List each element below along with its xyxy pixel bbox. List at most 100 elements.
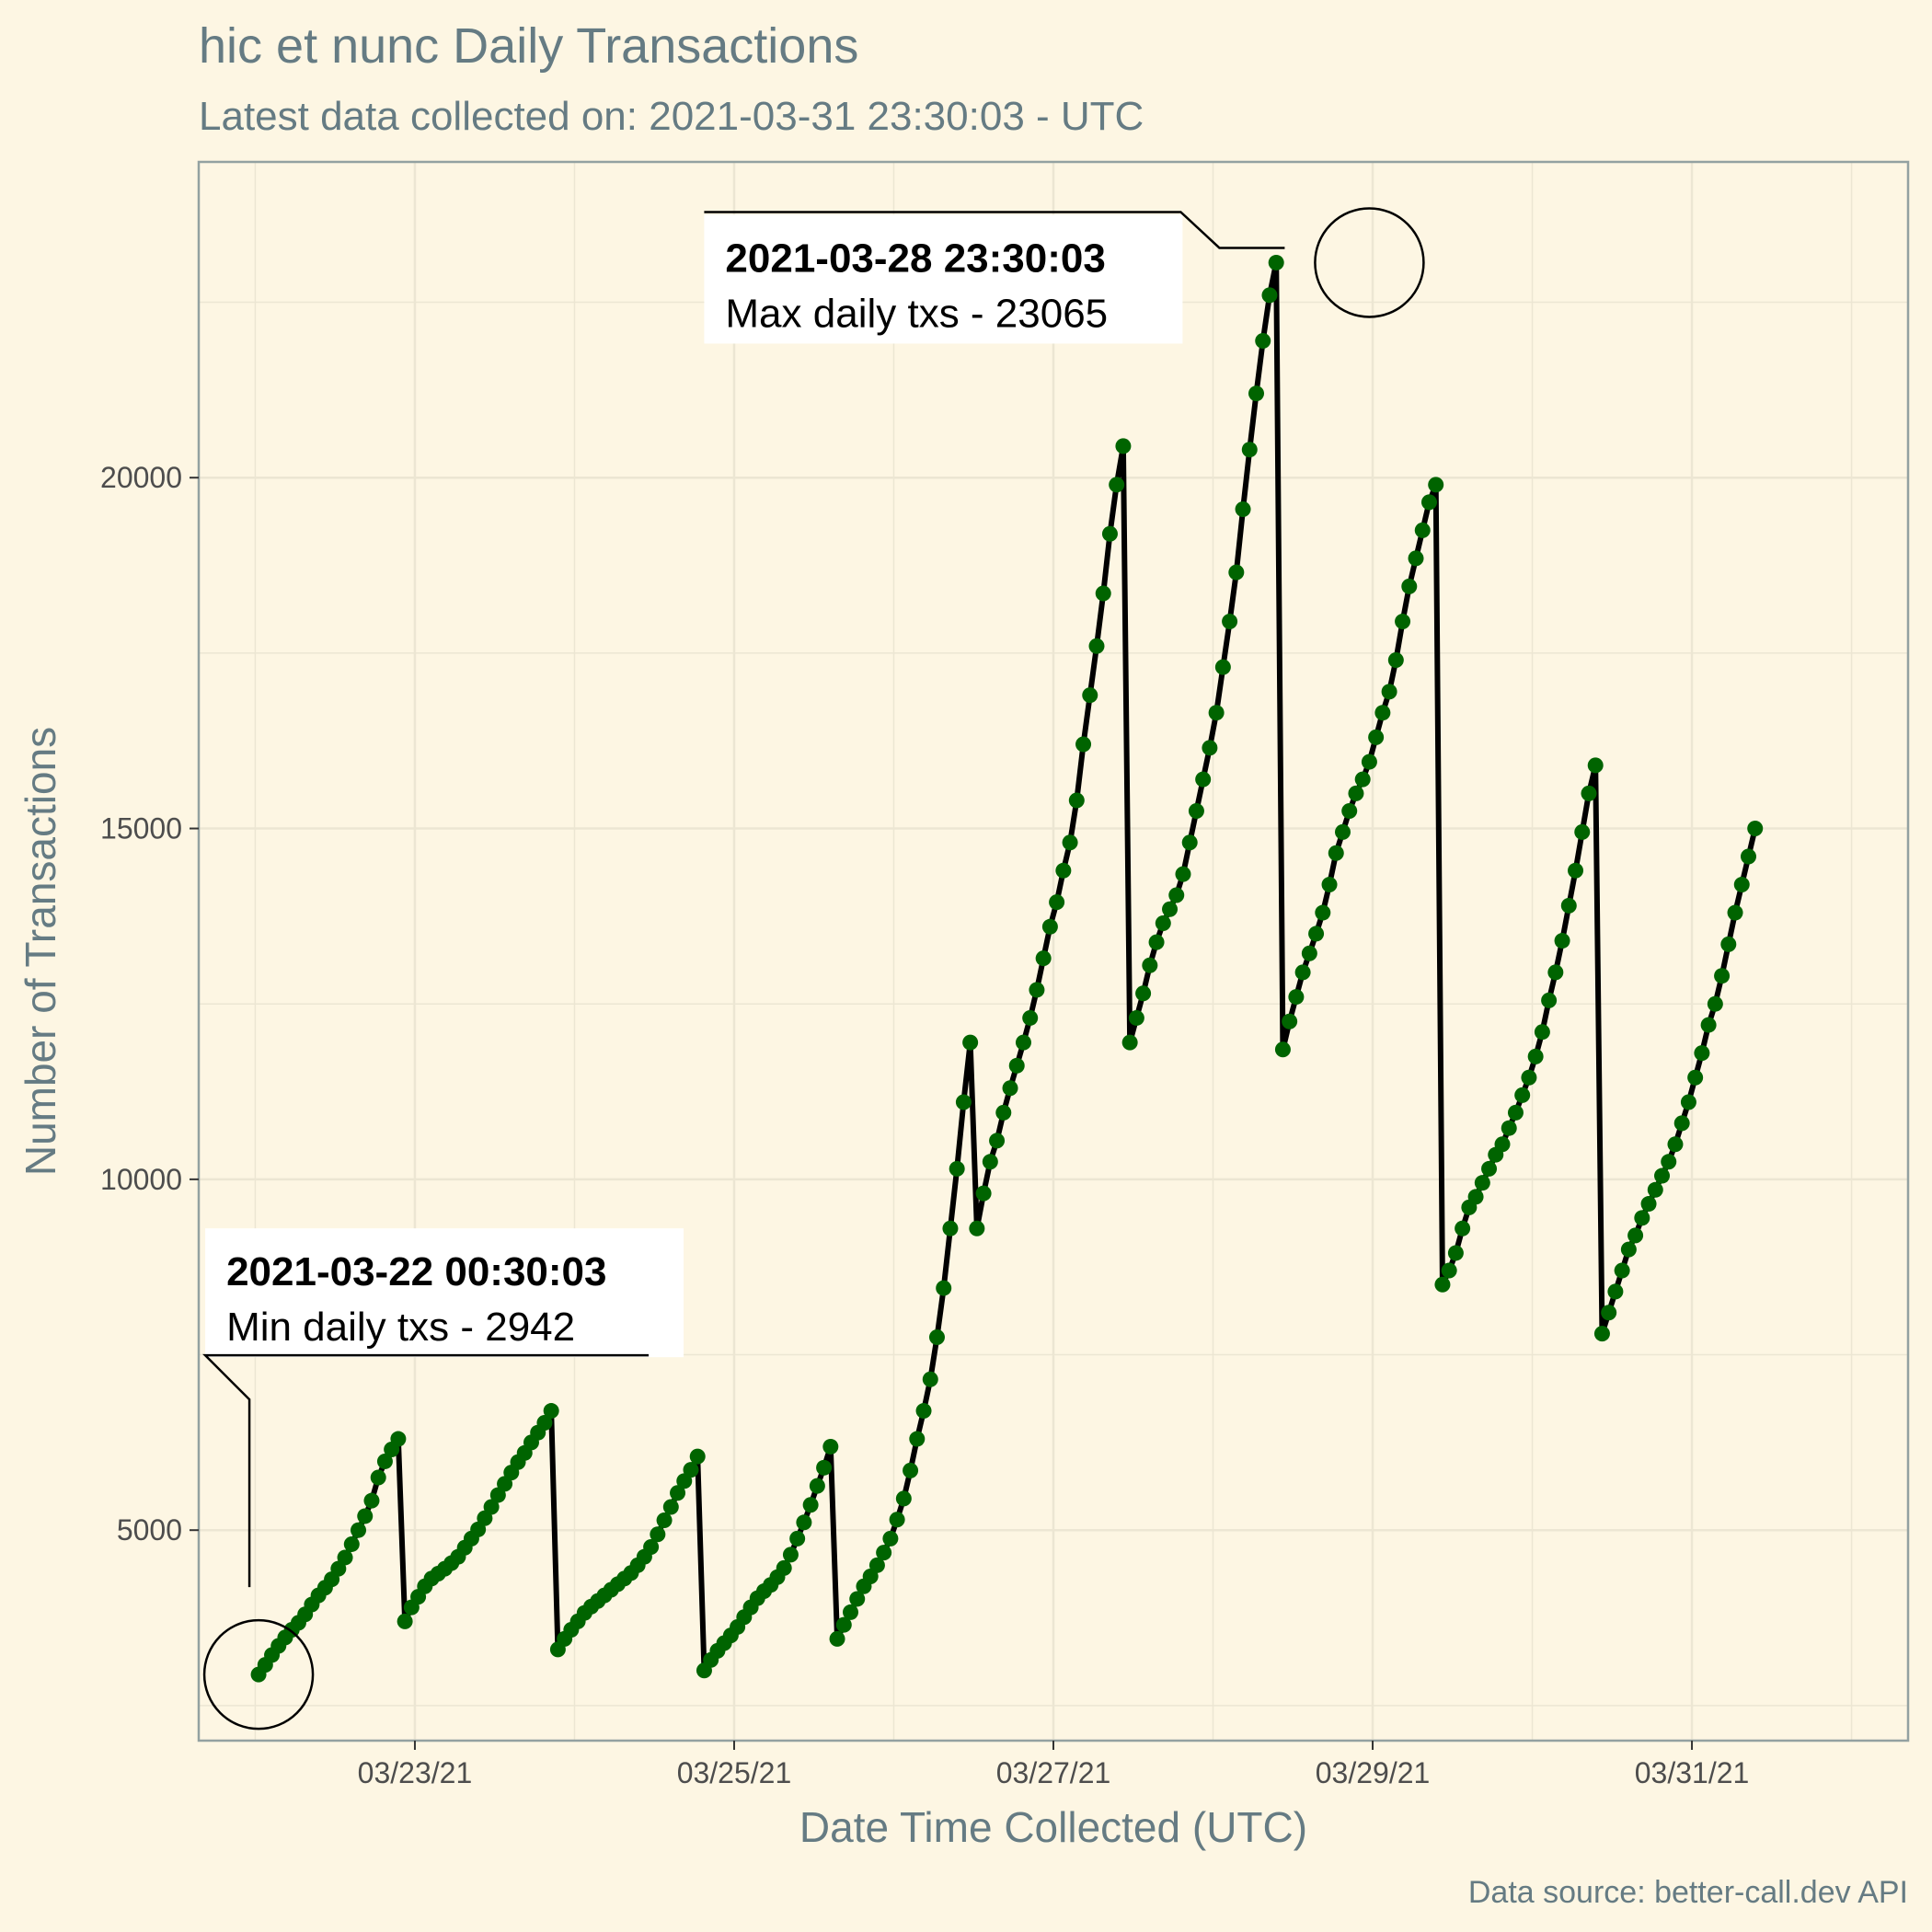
x-tick-label: 03/31/21 — [1635, 1756, 1750, 1789]
data-point — [656, 1512, 673, 1529]
data-point — [835, 1616, 852, 1633]
data-point — [1294, 964, 1311, 981]
data-point — [1374, 705, 1391, 721]
data-point — [1733, 877, 1750, 893]
data-point — [1135, 985, 1152, 1002]
data-point — [1428, 477, 1444, 493]
data-point — [809, 1478, 825, 1494]
data-point — [1514, 1087, 1531, 1103]
data-point — [776, 1559, 792, 1576]
data-point — [1235, 501, 1251, 518]
data-point — [1095, 585, 1111, 602]
data-point — [928, 1328, 945, 1345]
data-point — [1467, 1189, 1484, 1205]
data-point — [357, 1508, 374, 1524]
data-point — [949, 1160, 965, 1177]
x-tick-label: 03/29/21 — [1316, 1756, 1431, 1789]
data-point — [1214, 659, 1231, 675]
data-point — [1082, 687, 1098, 704]
data-point — [802, 1497, 819, 1513]
data-point — [895, 1490, 912, 1507]
data-point — [1740, 848, 1756, 865]
data-point — [1560, 897, 1577, 914]
data-point — [650, 1526, 666, 1543]
data-point — [1474, 1175, 1490, 1191]
data-point — [1640, 1196, 1657, 1213]
data-point — [351, 1522, 367, 1538]
data-point — [903, 1462, 919, 1478]
data-point — [536, 1415, 553, 1432]
data-point — [1581, 785, 1597, 801]
annotation-min: 2021-03-22 00:30:03 Min daily txs - 2942 — [202, 1228, 684, 1731]
data-point — [1661, 1154, 1677, 1170]
data-point — [1587, 757, 1604, 774]
y-tick-label: 20000 — [100, 461, 182, 494]
data-point — [1341, 802, 1358, 819]
data-point — [1241, 442, 1258, 458]
data-point — [975, 1185, 992, 1202]
data-point — [1541, 992, 1558, 1008]
chart-caption: Data source: better-call.dev API — [1468, 1875, 1908, 1910]
data-point — [789, 1530, 806, 1547]
data-point — [1401, 578, 1418, 594]
annotation-box — [205, 1228, 684, 1358]
data-point — [1501, 1120, 1517, 1136]
data-point — [1368, 729, 1385, 745]
annotation-circle — [1314, 207, 1425, 318]
data-point — [1228, 564, 1245, 581]
data-point — [1288, 989, 1305, 1006]
data-point — [1414, 522, 1431, 538]
data-point — [1121, 1034, 1138, 1051]
data-point — [1647, 1181, 1663, 1198]
data-point — [1208, 705, 1225, 721]
data-point — [1441, 1262, 1457, 1279]
data-point — [1434, 1276, 1451, 1293]
data-point — [1507, 1104, 1524, 1121]
y-axis-title: Number of Transactions — [17, 727, 64, 1176]
data-point — [782, 1547, 799, 1563]
data-point — [1222, 614, 1238, 630]
data-point — [1747, 821, 1764, 837]
x-tick-label: 03/23/21 — [358, 1756, 473, 1789]
data-point — [670, 1485, 686, 1501]
data-point — [1627, 1227, 1644, 1244]
series-points — [250, 254, 1764, 1683]
y-axis: 5000 10000 15000 20000 — [100, 461, 199, 1547]
data-point — [915, 1403, 932, 1420]
data-point — [1680, 1094, 1696, 1110]
data-point — [1534, 1024, 1550, 1041]
data-point — [376, 1453, 393, 1469]
data-point — [370, 1469, 386, 1486]
data-point — [1361, 753, 1377, 770]
data-point — [1447, 1245, 1464, 1261]
data-point — [822, 1438, 839, 1455]
data-point — [683, 1462, 699, 1478]
data-point — [989, 1133, 1006, 1149]
data-point — [1634, 1210, 1650, 1226]
annotation-heading: 2021-03-22 00:30:03 — [226, 1249, 606, 1294]
data-point — [1175, 866, 1191, 882]
data-point — [1162, 901, 1179, 917]
data-point — [1308, 926, 1325, 942]
data-point — [1195, 771, 1212, 788]
chart-title: hic et nunc Daily Transactions — [199, 18, 858, 74]
data-point — [1455, 1220, 1471, 1236]
annotation-connector — [704, 211, 1285, 249]
data-point — [1255, 332, 1271, 349]
annotation-heading: 2021-03-28 23:30:03 — [725, 236, 1105, 281]
data-point — [1029, 982, 1045, 998]
data-point — [1088, 638, 1105, 654]
data-point — [1274, 1041, 1291, 1058]
data-point — [829, 1630, 845, 1647]
data-point — [889, 1512, 905, 1528]
data-point — [1142, 957, 1158, 973]
data-point — [1481, 1160, 1498, 1177]
x-tick-label: 03/25/21 — [677, 1756, 792, 1789]
annotation-text: Max daily txs - 23065 — [725, 291, 1108, 336]
data-point — [942, 1220, 959, 1236]
data-point — [962, 1034, 979, 1051]
data-point — [1109, 477, 1125, 493]
annotation-circle — [202, 1618, 315, 1731]
data-point — [662, 1499, 679, 1515]
